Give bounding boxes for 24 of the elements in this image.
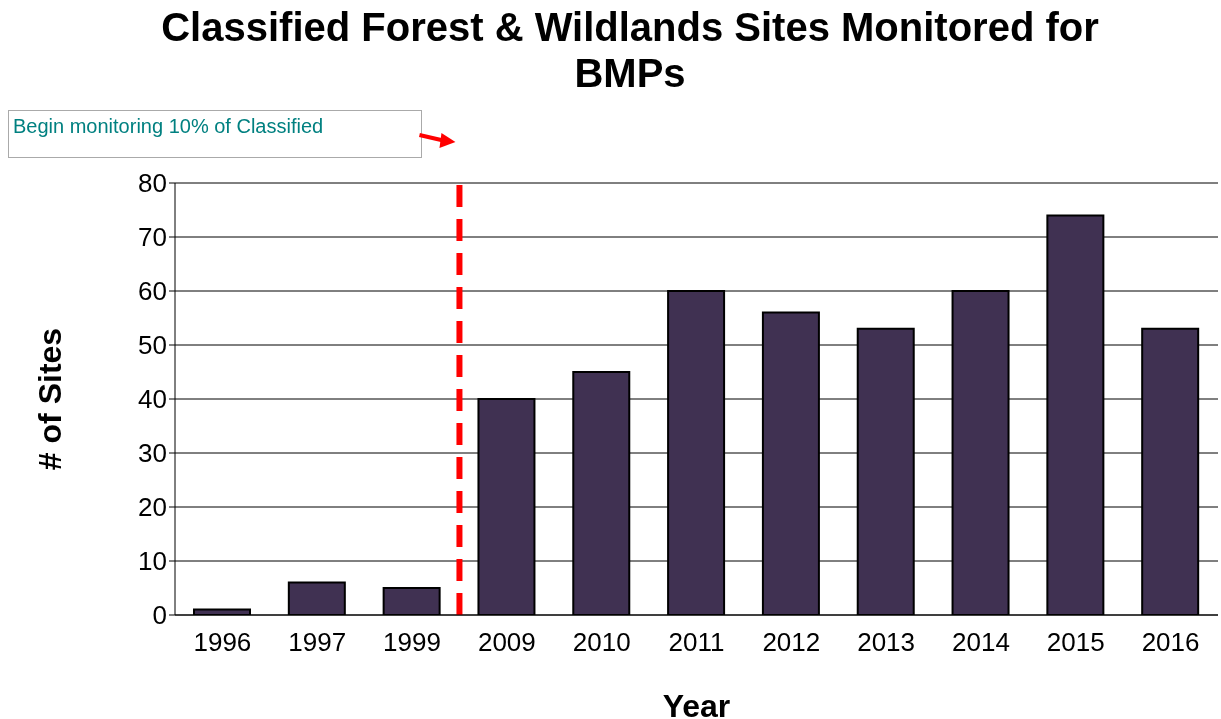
x-tick-label: 2013 [857,627,916,658]
y-tick-label: 40 [138,384,167,415]
x-tick-label: 1996 [193,627,252,658]
y-tick-label: 80 [138,168,167,199]
x-tick-label: 1997 [288,627,347,658]
y-tick-label: 0 [152,600,167,631]
x-tick-label: 2010 [572,627,631,658]
x-tick-label: 2014 [952,627,1010,658]
y-tick-label: 20 [138,492,167,523]
x-tick-label: 2011 [668,627,725,658]
y-tick-label: 10 [138,546,167,577]
text: Begin monitoring 10% of Classified [8,110,422,158]
x-tick-label: 2012 [762,627,821,658]
y-tick-label: 30 [138,438,167,469]
x-tick-label: 2009 [477,627,536,658]
y-tick-label: 50 [138,330,167,361]
y-tick-label: 70 [138,222,167,253]
x-axis-title: Year [662,688,731,719]
y-axis-title: # of Sites [32,327,69,471]
x-tick-label: 1999 [383,627,441,658]
chart-title: Classified Forest & Wildlands Sites Monitored for BMPs [160,4,1100,96]
x-tick-label: 2016 [1141,627,1200,658]
y-tick-label: 60 [138,276,167,307]
x-tick-label: 2015 [1046,627,1105,658]
